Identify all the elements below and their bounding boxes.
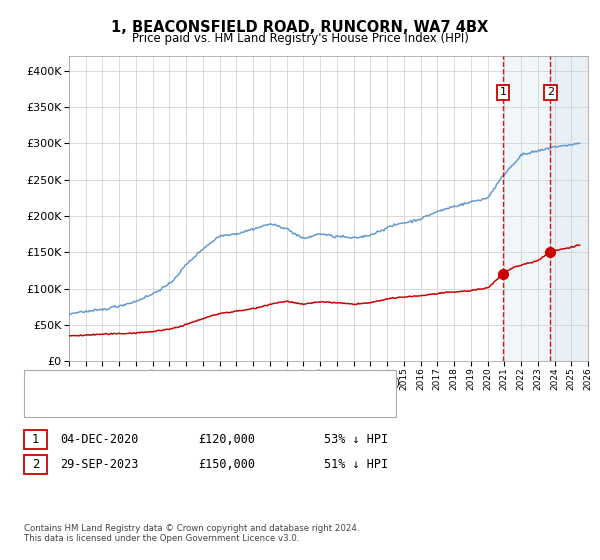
- Text: 1, BEACONSFIELD ROAD, RUNCORN, WA7 4BX (detached house): 1, BEACONSFIELD ROAD, RUNCORN, WA7 4BX (…: [65, 378, 400, 388]
- Text: HPI: Average price, detached house, Halton: HPI: Average price, detached house, Halt…: [65, 400, 292, 410]
- Text: 2: 2: [32, 458, 39, 472]
- Text: 51% ↓ HPI: 51% ↓ HPI: [324, 458, 388, 472]
- Text: Contains HM Land Registry data © Crown copyright and database right 2024.
This d: Contains HM Land Registry data © Crown c…: [24, 524, 359, 543]
- Text: 29-SEP-2023: 29-SEP-2023: [60, 458, 139, 472]
- Text: Price paid vs. HM Land Registry's House Price Index (HPI): Price paid vs. HM Land Registry's House …: [131, 32, 469, 45]
- Text: 1, BEACONSFIELD ROAD, RUNCORN, WA7 4BX: 1, BEACONSFIELD ROAD, RUNCORN, WA7 4BX: [112, 20, 488, 35]
- Text: 2: 2: [547, 87, 554, 97]
- Text: 04-DEC-2020: 04-DEC-2020: [60, 433, 139, 446]
- Bar: [503, 56, 550, 361]
- Bar: [550, 56, 588, 361]
- Text: 1: 1: [32, 433, 39, 446]
- Text: 53% ↓ HPI: 53% ↓ HPI: [324, 433, 388, 446]
- Text: 1: 1: [499, 87, 506, 97]
- Text: £150,000: £150,000: [198, 458, 255, 472]
- Text: £120,000: £120,000: [198, 433, 255, 446]
